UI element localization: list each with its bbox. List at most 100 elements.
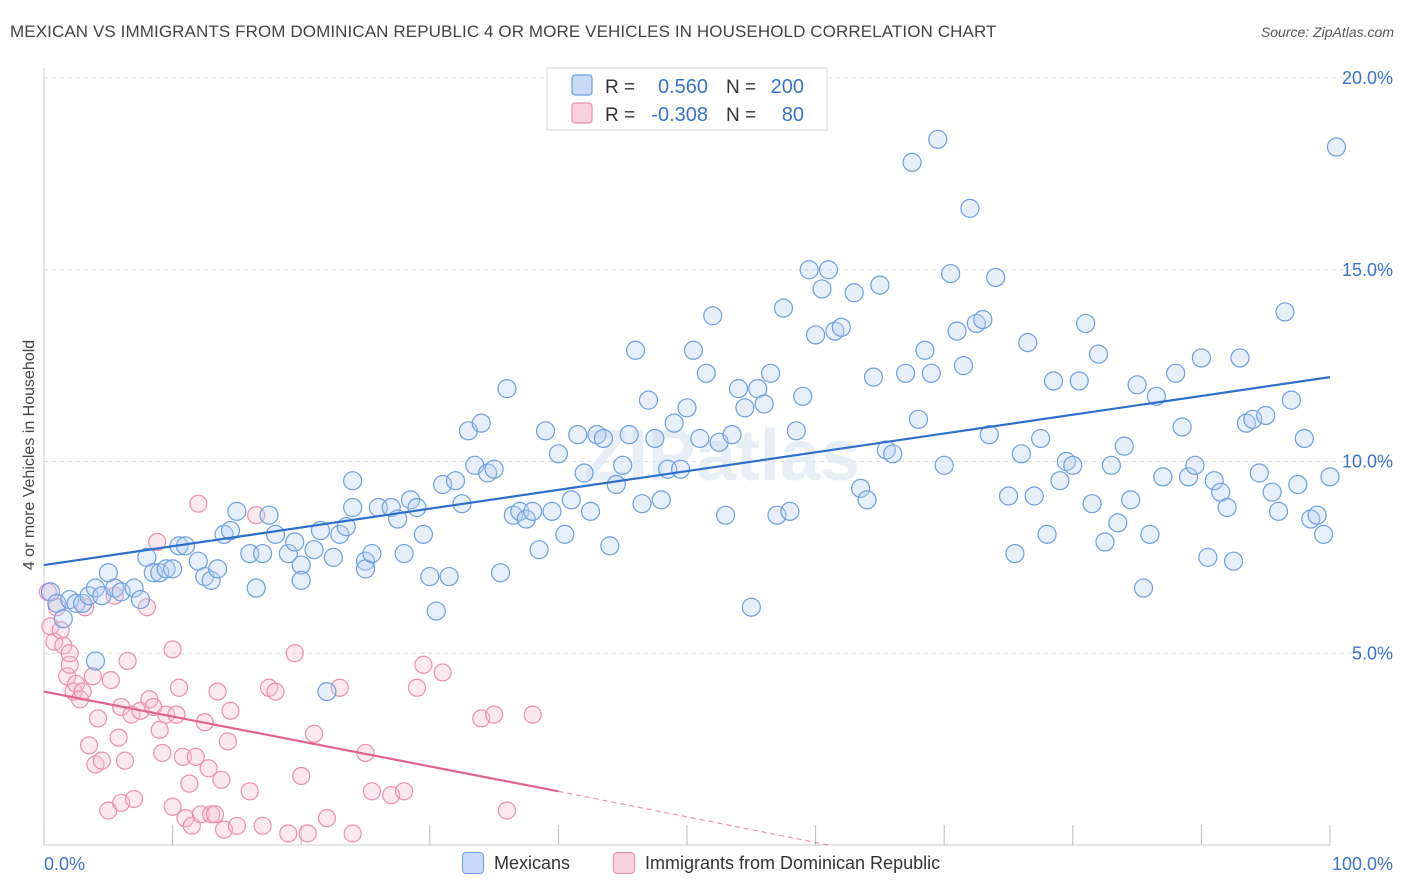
data-point	[53, 609, 73, 629]
data-point	[1204, 471, 1224, 491]
data-point	[407, 678, 427, 697]
data-point	[619, 425, 639, 445]
data-point	[580, 501, 601, 521]
data-point	[1249, 463, 1269, 483]
data-point	[330, 524, 350, 544]
data-point	[1101, 455, 1121, 475]
data-point	[1114, 436, 1134, 456]
tick-labels: 5.0% 10.0% 15.0% 20.0% 0.0% 100.0%	[44, 68, 1393, 874]
data-point	[1082, 494, 1102, 514]
data-point	[1069, 371, 1089, 391]
data-point	[613, 455, 633, 475]
data-point	[246, 578, 266, 598]
data-point	[394, 782, 414, 801]
legend-item-dominican[interactable]: Immigrants from Dominican Republic	[613, 852, 940, 874]
data-point	[323, 547, 343, 567]
data-point	[101, 670, 120, 690]
legend-r-label: R =	[605, 105, 635, 126]
data-point	[218, 732, 237, 751]
data-point	[394, 543, 414, 564]
data-point	[677, 398, 697, 418]
legend-bottom: Mexicans Immigrants from Dominican Repub…	[0, 850, 1406, 878]
data-point	[979, 425, 999, 445]
data-point	[947, 321, 967, 341]
legend-n-value: 200	[771, 76, 804, 98]
data-point	[1243, 409, 1263, 429]
data-point	[1320, 467, 1340, 487]
data-point	[72, 593, 93, 613]
data-point	[1108, 513, 1128, 533]
data-point	[915, 340, 935, 360]
data-point	[148, 532, 167, 552]
data-point	[535, 421, 556, 441]
data-point	[1031, 428, 1051, 449]
data-point	[670, 459, 691, 479]
y-tick-label: 5.0%	[1352, 643, 1393, 663]
data-point	[1178, 467, 1199, 487]
legend-box	[546, 67, 828, 131]
data-point	[1198, 547, 1218, 567]
data-point	[180, 774, 199, 793]
trend-lines	[43, 376, 1331, 846]
data-point	[941, 263, 961, 284]
data-point	[485, 705, 504, 724]
data-point	[400, 490, 421, 510]
data-point	[896, 363, 916, 383]
data-point	[163, 640, 182, 659]
data-point	[1121, 490, 1141, 510]
data-point	[1268, 501, 1289, 521]
data-point	[1133, 578, 1154, 598]
data-point	[1050, 471, 1070, 491]
data-point	[343, 471, 363, 491]
data-point	[1288, 474, 1308, 495]
legend-r-value: -0.308	[651, 104, 708, 126]
data-point	[754, 394, 774, 414]
data-point	[722, 425, 742, 445]
data-point	[212, 770, 231, 789]
data-point	[265, 524, 286, 544]
legend-label-mexicans: Mexicans	[494, 852, 571, 873]
data-point	[285, 532, 305, 552]
data-point	[317, 681, 337, 702]
data-point	[285, 644, 304, 663]
data-point	[683, 340, 704, 360]
data-point	[109, 728, 128, 747]
data-point	[60, 644, 79, 663]
data-point	[124, 578, 144, 598]
data-point	[735, 398, 755, 418]
data-point	[574, 463, 594, 483]
data-point	[253, 543, 273, 564]
data-point	[208, 682, 227, 701]
x-tick-label: 0.0%	[44, 854, 85, 874]
data-point	[1313, 524, 1334, 544]
legend-item-mexicans[interactable]: Mexicans	[462, 852, 570, 874]
data-point	[1217, 497, 1237, 518]
data-point	[799, 260, 819, 280]
data-point	[1043, 371, 1064, 391]
source-label: Source: ZipAtlas.com	[1260, 24, 1394, 40]
legend-label-dominican: Immigrants from Dominican Republic	[645, 852, 941, 873]
data-point	[156, 559, 176, 579]
y-tick-label: 10.0%	[1342, 452, 1393, 472]
data-point	[201, 570, 221, 590]
data-point	[1262, 482, 1282, 502]
data-point	[433, 663, 452, 682]
data-point	[45, 632, 64, 651]
data-point	[1172, 417, 1192, 437]
data-point	[1088, 344, 1109, 364]
y-axis-label: 4 or more Vehicles in Household	[21, 340, 38, 570]
data-point	[426, 601, 446, 621]
data-point	[208, 559, 228, 579]
y-tick-label: 15.0%	[1342, 260, 1393, 280]
data-point	[1063, 455, 1083, 475]
data-point	[625, 340, 646, 360]
data-point	[606, 474, 626, 495]
data-point	[1185, 455, 1205, 475]
watermark: ZIPatlas	[584, 416, 860, 496]
data-point	[1011, 444, 1031, 464]
data-point	[664, 413, 684, 433]
legend-swatch	[571, 74, 593, 96]
data-point	[728, 379, 749, 399]
series-dominican-points	[38, 494, 542, 843]
data-point	[143, 563, 163, 583]
